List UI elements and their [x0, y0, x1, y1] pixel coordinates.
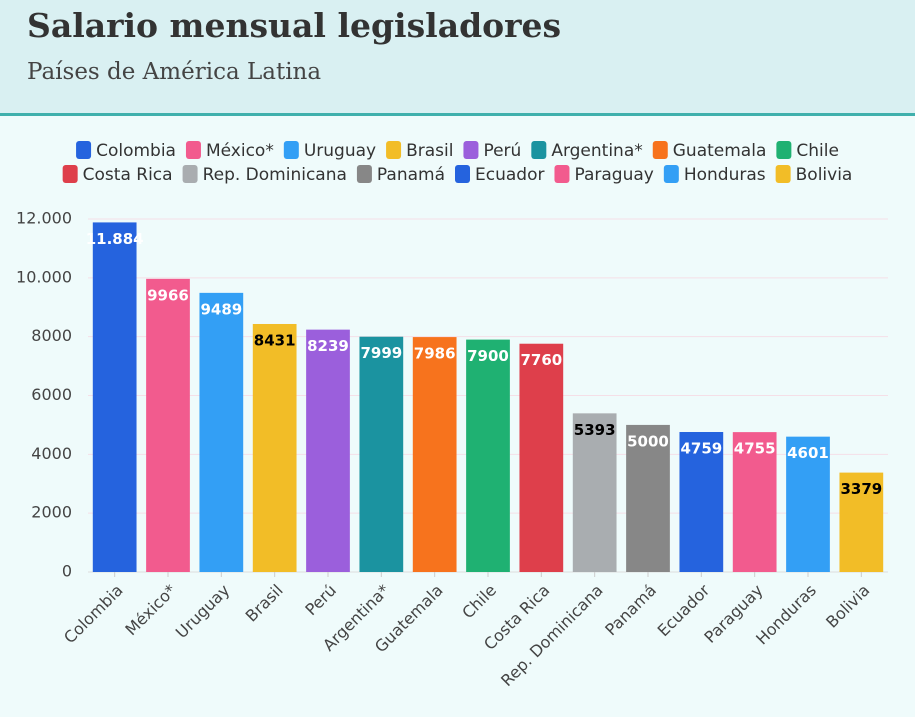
- value-label: 4601: [787, 444, 829, 462]
- legend-label: Guatemala: [673, 141, 767, 161]
- legend-item[interactable]: Argentina*: [531, 141, 643, 161]
- legend-swatch: [463, 141, 479, 159]
- legend-item[interactable]: Panamá: [356, 165, 445, 185]
- value-label: 9966: [147, 286, 189, 304]
- value-label: 7986: [414, 345, 456, 363]
- legend-label: Chile: [796, 141, 839, 161]
- value-label: 4755: [734, 440, 776, 458]
- bar: [786, 436, 830, 572]
- legend-item[interactable]: Honduras: [663, 165, 766, 185]
- legend-item[interactable]: Brasil: [386, 141, 453, 161]
- legend-item[interactable]: Bolivia: [775, 165, 853, 185]
- value-label: 7999: [360, 344, 402, 362]
- value-label: 4759: [680, 440, 722, 458]
- y-tick-label: 4000: [31, 444, 72, 463]
- legend-item[interactable]: Chile: [776, 141, 839, 161]
- legend-label: México*: [206, 141, 274, 161]
- legend-swatch: [62, 165, 78, 183]
- legend-item[interactable]: México*: [185, 141, 274, 161]
- legend-swatch: [531, 141, 547, 159]
- x-tick-label: Panamá: [601, 581, 660, 640]
- y-tick-label: 10.000: [16, 267, 72, 286]
- bar: [466, 339, 510, 572]
- header-rule: [0, 113, 915, 116]
- y-tick-label: 6000: [31, 385, 72, 404]
- legend-label: Bolivia: [796, 165, 853, 185]
- legend-label: Argentina*: [551, 141, 642, 161]
- legend-item[interactable]: Paraguay: [554, 165, 654, 185]
- bar: [199, 292, 244, 572]
- bar: [732, 432, 777, 572]
- bar: [679, 432, 724, 572]
- value-label: 8239: [307, 337, 349, 355]
- x-tick-label: Uruguay: [172, 581, 234, 643]
- legend-item[interactable]: Perú: [463, 141, 521, 161]
- legend-label: Perú: [483, 141, 521, 161]
- legend-item[interactable]: Rep. Dominicana: [182, 165, 347, 185]
- bar: [412, 337, 457, 572]
- legend-item[interactable]: Guatemala: [652, 141, 767, 161]
- value-label: 11.884: [86, 230, 144, 248]
- chart-title: Salario mensual legisladores: [27, 6, 561, 45]
- legend-label: Colombia: [96, 141, 176, 161]
- x-tick-label: Brasil: [242, 581, 287, 626]
- y-tick-label: 0: [62, 562, 72, 581]
- legend-swatch: [775, 165, 791, 183]
- y-tick-label: 8000: [31, 326, 72, 345]
- legend-label: Rep. Dominicana: [203, 165, 347, 185]
- legend-item[interactable]: Costa Rica: [62, 165, 173, 185]
- x-tick-label: Rep. Dominicana: [497, 581, 606, 690]
- legend-swatch: [554, 165, 570, 183]
- legend-item[interactable]: Colombia: [76, 141, 176, 161]
- legend-swatch: [386, 141, 402, 159]
- chart-subtitle: Países de América Latina: [27, 59, 321, 85]
- legend-swatch: [652, 141, 668, 159]
- legend-label: Brasil: [406, 141, 453, 161]
- bar: [839, 472, 884, 572]
- x-tick-label: Chile: [458, 581, 500, 623]
- bar: [92, 222, 137, 572]
- bar: [146, 278, 190, 572]
- legend-swatch: [76, 141, 92, 159]
- legend-item[interactable]: Ecuador: [455, 165, 544, 185]
- legend-label: Panamá: [377, 165, 445, 185]
- legend-swatch: [185, 141, 201, 159]
- legend-swatch: [455, 165, 470, 183]
- bar: [626, 424, 670, 572]
- value-label: 7760: [520, 351, 562, 369]
- x-tick-label: Bolivia: [822, 581, 873, 632]
- value-label: 5000: [627, 432, 669, 450]
- bar: [359, 336, 404, 572]
- legend-label: Costa Rica: [83, 165, 173, 185]
- bar: [306, 329, 350, 572]
- x-tick-label: Colombia: [60, 581, 127, 648]
- legend-swatch: [776, 141, 792, 159]
- legend-label: Honduras: [684, 165, 766, 185]
- header-band: [0, 0, 915, 114]
- value-label: 8431: [254, 331, 296, 349]
- legend-swatch: [356, 165, 372, 183]
- y-tick-label: 12.000: [16, 209, 72, 228]
- value-label: 7900: [467, 347, 509, 365]
- legend-item[interactable]: Uruguay: [283, 141, 376, 161]
- value-label: 3379: [840, 480, 882, 498]
- legend-label: Paraguay: [574, 165, 653, 185]
- legend-label: Uruguay: [304, 141, 376, 161]
- x-tick-label: Perú: [301, 581, 340, 620]
- legend-label: Ecuador: [475, 165, 544, 185]
- x-tick-label: México*: [121, 581, 180, 640]
- legend-swatch: [663, 165, 679, 183]
- legend-swatch: [283, 141, 299, 159]
- y-tick-label: 2000: [31, 503, 72, 522]
- bar: [519, 343, 564, 572]
- bar: [572, 413, 617, 572]
- value-label: 5393: [574, 421, 616, 439]
- legend-swatch: [182, 165, 198, 183]
- value-label: 9489: [200, 300, 242, 318]
- bar: [252, 323, 297, 572]
